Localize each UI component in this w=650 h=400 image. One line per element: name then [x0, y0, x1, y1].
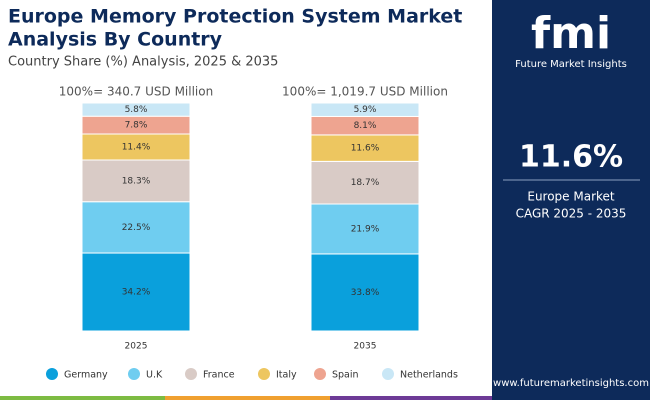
value-label: 5.8% [125, 105, 148, 115]
legend-label: U.K [146, 370, 163, 381]
value-label: 21.9% [351, 224, 380, 234]
chart-subtitle: Country Share (%) Analysis, 2025 & 2035 [8, 55, 278, 70]
legend-swatch [258, 368, 270, 380]
value-label: 33.8% [351, 288, 380, 298]
legend-swatch [314, 368, 326, 380]
bar-segment [81, 252, 191, 332]
value-label: 11.4% [122, 143, 151, 153]
footer-strip [330, 396, 492, 400]
value-label: 5.9% [354, 105, 377, 115]
bar-segment [310, 134, 420, 162]
legend-swatch [382, 368, 394, 380]
bar-segment [310, 253, 420, 332]
value-label: 18.3% [122, 176, 151, 186]
legend-label: Italy [276, 370, 297, 381]
bar-segment [81, 201, 191, 254]
category-header: 100%= 1,019.7 USD Million [282, 85, 448, 99]
legend-label: France [203, 370, 235, 381]
logo-mark: fmi [531, 8, 611, 59]
value-label: 7.8% [125, 121, 148, 131]
bar-segment [310, 203, 420, 255]
bar-segment [81, 159, 191, 203]
category-header: 100%= 340.7 USD Million [59, 85, 213, 99]
footer-strip [0, 396, 165, 400]
legend-swatch [128, 368, 140, 380]
cagr-caption: CAGR 2025 - 2035 [516, 207, 627, 221]
logo-box [492, 0, 650, 76]
cagr-caption: Europe Market [527, 190, 615, 204]
value-label: 8.1% [354, 121, 377, 131]
legend-label: Germany [64, 370, 108, 381]
footer-strip [165, 396, 330, 400]
chart-title: Europe Memory Protection System Market [8, 6, 462, 28]
x-tick-label: 2025 [125, 342, 148, 352]
url: www.futuremarketinsights.com [493, 378, 649, 389]
legend-swatch [46, 368, 58, 380]
bar-segment [310, 102, 420, 117]
value-label: 11.6% [351, 144, 380, 154]
value-label: 18.7% [351, 178, 380, 188]
bar-segment [310, 160, 420, 205]
value-label: 22.5% [122, 223, 151, 233]
legend-label: Netherlands [400, 370, 458, 381]
legend-label: Spain [332, 370, 359, 381]
value-label: 34.2% [122, 288, 151, 298]
chart-title: Analysis By Country [8, 29, 223, 51]
legend-swatch [185, 368, 197, 380]
bar-segment [81, 102, 191, 117]
logo-name: Future Market Insights [515, 59, 627, 70]
cagr-value: 11.6% [519, 140, 623, 175]
x-tick-label: 2035 [354, 342, 377, 352]
bar-segment [81, 133, 191, 161]
